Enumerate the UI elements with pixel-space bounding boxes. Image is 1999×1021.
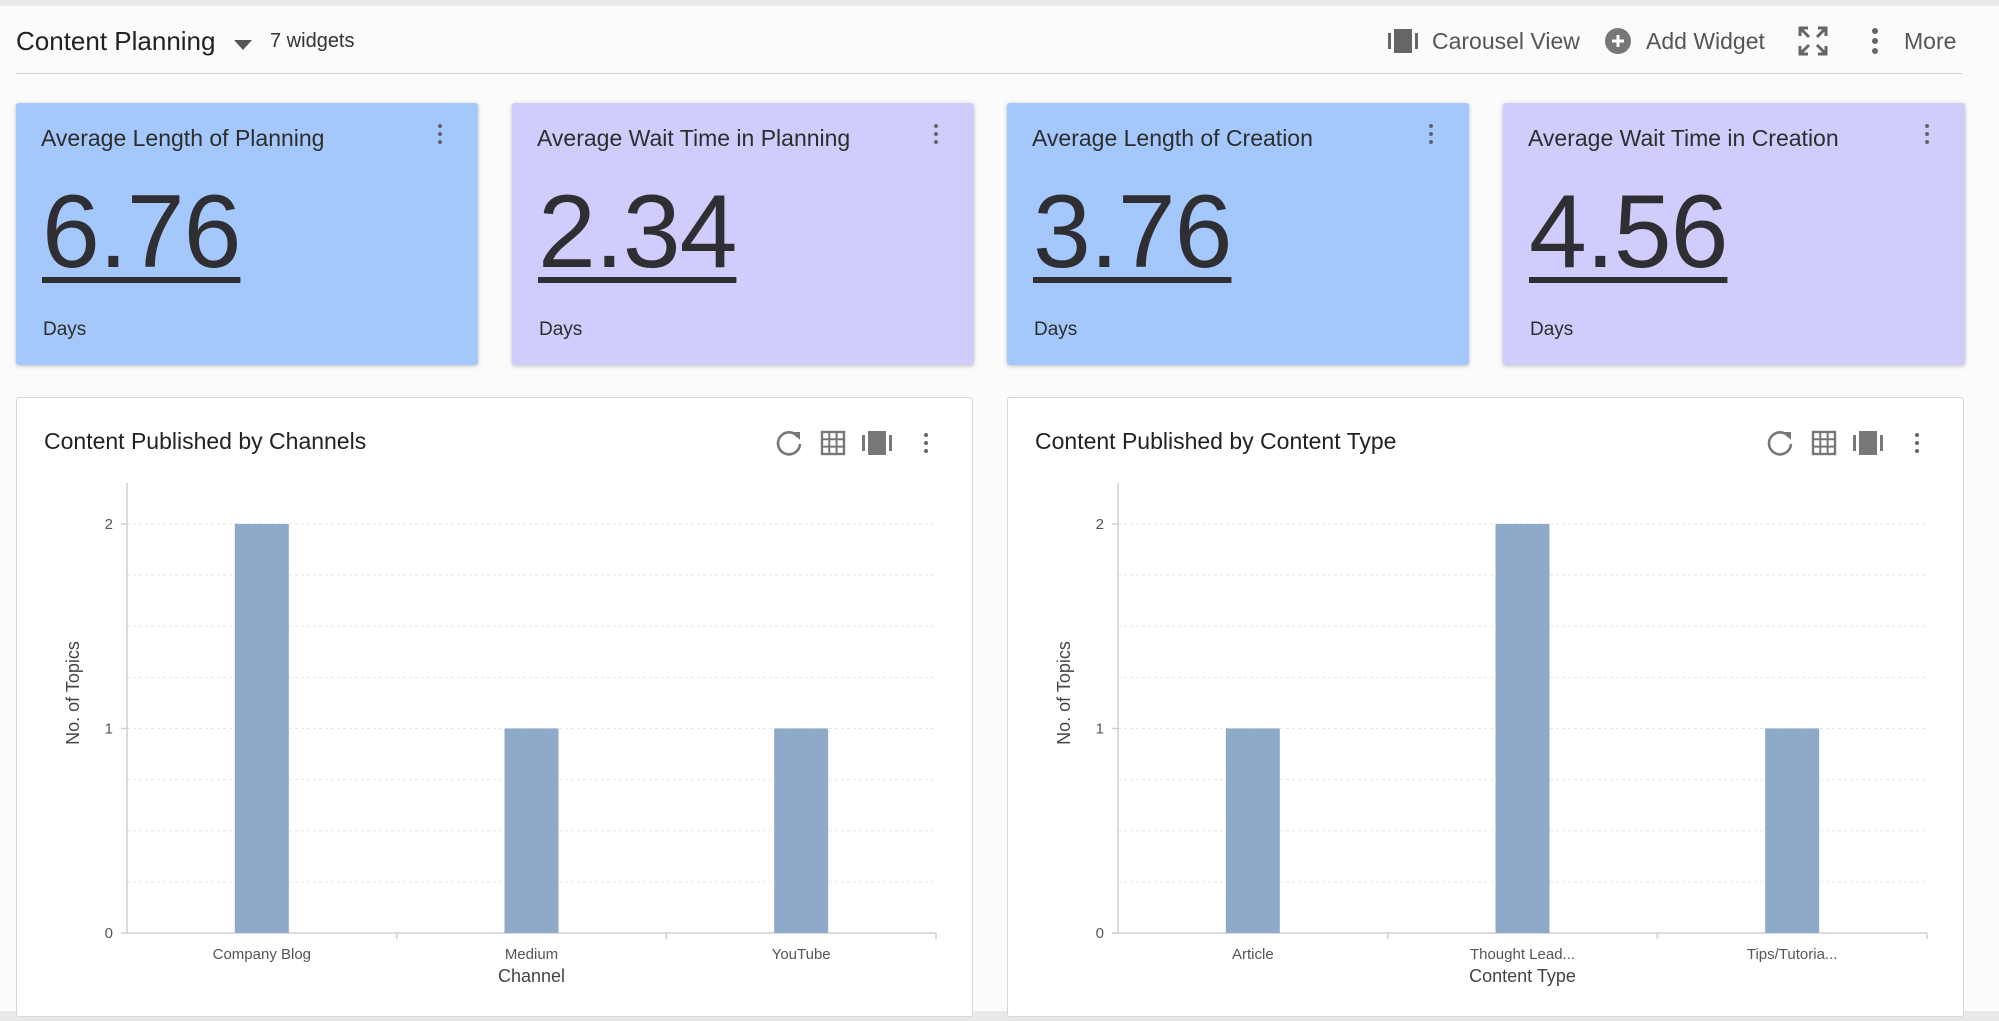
- expand-icon: [1798, 26, 1828, 56]
- bar: [1225, 728, 1280, 933]
- refresh-icon[interactable]: [774, 428, 804, 458]
- plus-circle-icon: [1605, 28, 1631, 54]
- x-tick-label: Medium: [505, 946, 558, 963]
- kpi-value[interactable]: 4.56: [1529, 174, 1728, 290]
- y-axis-title: No. of Topics: [63, 641, 83, 745]
- kebab-icon: [1872, 28, 1878, 54]
- dashboard-header: Content Planning 7 widgets Carousel View…: [16, 6, 1962, 74]
- y-axis-title: No. of Topics: [1054, 641, 1074, 745]
- carousel-view-label: Carousel View: [1432, 28, 1580, 54]
- x-axis-title: Channel: [498, 966, 565, 986]
- chevron-down-icon[interactable]: [234, 40, 252, 50]
- x-axis-title: Content Type: [1469, 966, 1576, 986]
- fullscreen-button[interactable]: [1798, 26, 1842, 56]
- bar: [234, 523, 289, 933]
- y-tick-label: 1: [105, 720, 113, 737]
- kpi-unit: Days: [539, 319, 583, 340]
- kpi-title: Average Length of Planning: [41, 125, 325, 151]
- refresh-icon[interactable]: [1765, 428, 1795, 458]
- kpi-value[interactable]: 2.34: [538, 174, 737, 290]
- kpi-title: Average Wait Time in Planning: [537, 125, 851, 151]
- widget-count: 7 widgets: [270, 30, 355, 52]
- add-widget-button[interactable]: Add Widget: [1604, 26, 1765, 56]
- kpi-card: Average Wait Time in Planning 2.34 Days: [512, 103, 974, 365]
- panel-menu-kebab-icon[interactable]: [916, 428, 936, 458]
- x-tick-label: Tips/Tutoria...: [1747, 946, 1838, 963]
- carousel-view-button[interactable]: Carousel View: [1388, 26, 1580, 56]
- carousel-icon: [1388, 29, 1418, 53]
- x-tick-label: Article: [1232, 946, 1274, 963]
- y-tick-label: 2: [1096, 516, 1104, 533]
- bar-chart: 0 1 2 Article Thought Lead... Tips/Tutoria...…: [1054, 483, 1928, 986]
- carousel-icon[interactable]: [1853, 428, 1883, 458]
- x-tick-label: Company Blog: [213, 946, 311, 963]
- y-tick-label: 0: [105, 925, 113, 942]
- table-view-icon[interactable]: [818, 428, 848, 458]
- bar: [1495, 523, 1550, 933]
- more-label: More: [1904, 28, 1957, 54]
- kpi-value[interactable]: 3.76: [1033, 174, 1232, 290]
- kpi-title: Average Wait Time in Creation: [1528, 125, 1839, 151]
- bar-chart: 0 1 2 Company Blog Medium YouTube Channel No. o…: [63, 483, 937, 986]
- bar: [1765, 728, 1820, 933]
- y-tick-label: 2: [105, 516, 113, 533]
- panel-menu-kebab-icon[interactable]: [1907, 428, 1927, 458]
- chart-panel: Content Published by Channels 0 1 2 Company…: [16, 397, 973, 1017]
- dashboard-page: Content Planning 7 widgets Carousel View…: [0, 6, 1999, 1017]
- kpi-unit: Days: [1530, 319, 1574, 340]
- card-menu-kebab-icon[interactable]: [1421, 119, 1441, 149]
- kpi-card: Average Wait Time in Creation 4.56 Days: [1503, 103, 1965, 365]
- card-menu-kebab-icon[interactable]: [1917, 119, 1937, 149]
- x-tick-label: YouTube: [772, 946, 831, 963]
- kpi-unit: Days: [1034, 319, 1078, 340]
- kpi-unit: Days: [43, 319, 87, 340]
- bar: [504, 728, 559, 933]
- table-view-icon[interactable]: [1809, 428, 1839, 458]
- y-tick-label: 1: [1096, 720, 1104, 737]
- kpi-card: Average Length of Planning 6.76 Days: [16, 103, 478, 365]
- chart-panel-title: Content Published by Channels: [44, 428, 367, 454]
- add-widget-label: Add Widget: [1646, 28, 1765, 54]
- kpi-value[interactable]: 6.76: [42, 174, 241, 290]
- dashboard-title[interactable]: Content Planning: [16, 26, 216, 56]
- card-menu-kebab-icon[interactable]: [926, 119, 946, 149]
- carousel-icon[interactable]: [862, 428, 892, 458]
- more-button[interactable]: More: [1870, 26, 1956, 56]
- chart-panel: Content Published by Content Type 0 1 2 Art…: [1007, 397, 1964, 1017]
- kpi-title: Average Length of Creation: [1032, 125, 1313, 151]
- card-menu-kebab-icon[interactable]: [430, 119, 450, 149]
- y-tick-label: 0: [1096, 925, 1104, 942]
- chart-panel-title: Content Published by Content Type: [1035, 428, 1397, 454]
- bar: [774, 728, 829, 933]
- kpi-card: Average Length of Creation 3.76 Days: [1007, 103, 1469, 365]
- x-tick-label: Thought Lead...: [1470, 946, 1575, 963]
